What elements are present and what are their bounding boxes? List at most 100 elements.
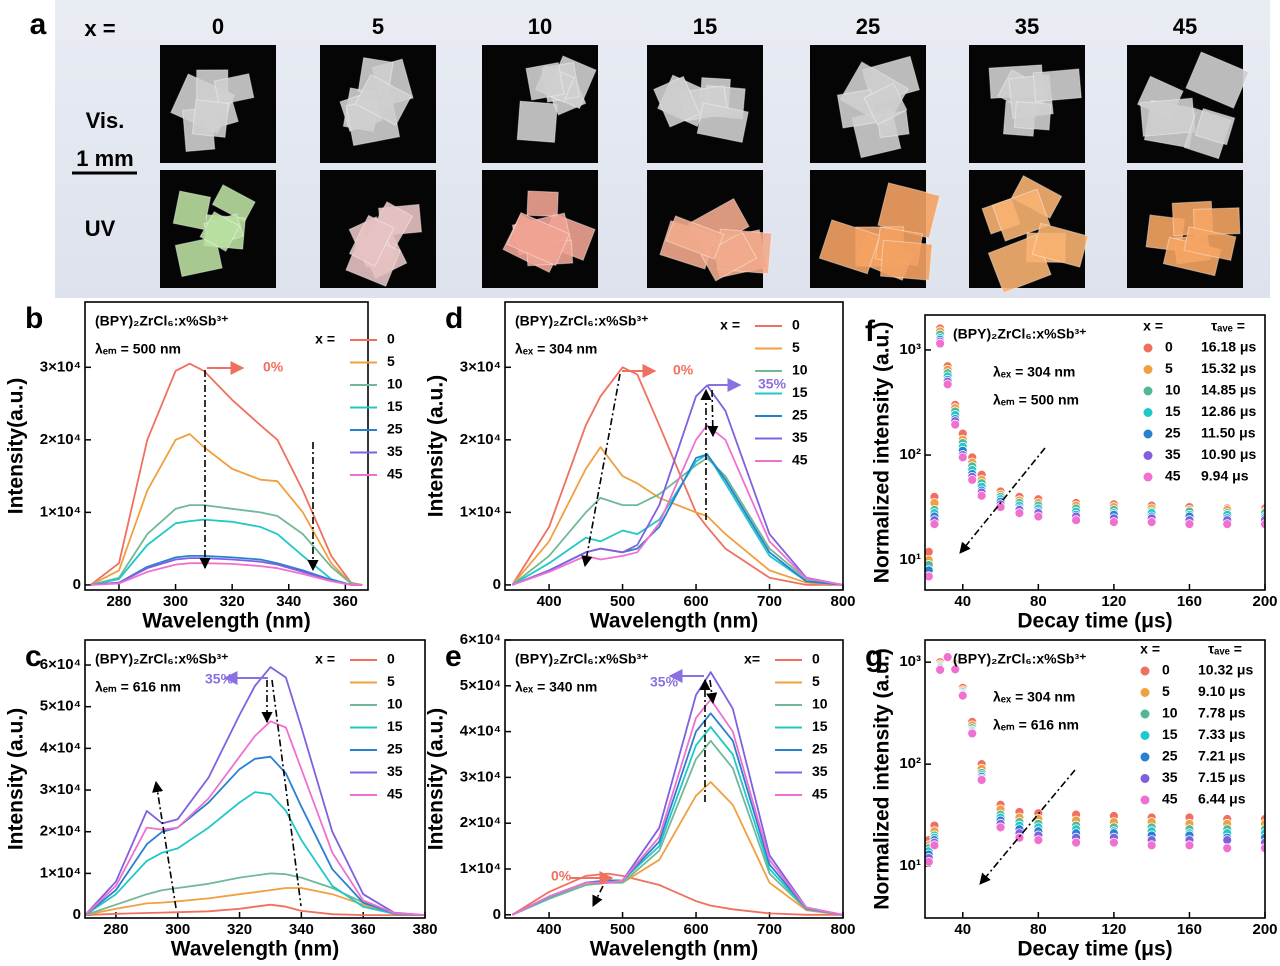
y-tick-label: 2×10⁴ xyxy=(460,814,501,831)
data-point xyxy=(957,690,968,701)
y-tick-label: 0 xyxy=(493,576,501,593)
photo-pair xyxy=(320,45,436,288)
crystal xyxy=(1185,51,1250,109)
legend-label: 0 xyxy=(387,651,395,667)
series-line xyxy=(511,446,843,586)
legend-label: 25 xyxy=(1162,748,1178,764)
crystal xyxy=(653,75,701,128)
x-tick-label: 120 xyxy=(1101,921,1126,938)
data-point xyxy=(1071,515,1082,526)
series-line xyxy=(511,384,843,586)
data-point xyxy=(1146,840,1157,851)
crystal xyxy=(506,212,571,267)
series-line xyxy=(85,666,425,916)
y-tick-label: 2×10⁴ xyxy=(40,823,81,840)
legend-marker xyxy=(1140,752,1150,762)
x-tick-label: 160 xyxy=(1177,593,1202,610)
y-tick-label: 10¹ xyxy=(899,551,921,568)
x-tick-label: 500 xyxy=(610,921,635,938)
y-tick-label: 0 xyxy=(73,906,81,923)
x-tick-label: 280 xyxy=(103,921,128,938)
condition: λₑₓ = 304 nm xyxy=(515,341,597,357)
legend-label: 15 xyxy=(812,718,828,734)
legend-title: x= xyxy=(744,651,760,667)
series-line xyxy=(85,755,425,916)
y-tick-label: 4×10⁴ xyxy=(460,723,501,740)
crystal xyxy=(665,215,725,260)
axes-frame xyxy=(924,314,1266,591)
legend-tau: 6.44 μs xyxy=(1198,791,1246,807)
panel-letter: e xyxy=(445,640,462,673)
data-point xyxy=(1260,843,1265,854)
photo-pair xyxy=(647,45,773,288)
y-tick-label: 6×10⁴ xyxy=(40,656,81,673)
y-tick-label: 2×10⁴ xyxy=(460,431,501,448)
x-axis-label: Wavelength (nm) xyxy=(590,610,758,633)
legend-label: 25 xyxy=(1165,425,1181,441)
x-tick-label: 340 xyxy=(276,593,301,610)
data-point xyxy=(1108,837,1119,848)
crystal xyxy=(199,211,241,252)
y-tick-label: 5×10⁴ xyxy=(40,698,81,715)
legend-label: 35 xyxy=(387,763,403,779)
legend-tau: 9.10 μs xyxy=(1198,683,1246,699)
legend-title: x = xyxy=(720,317,740,333)
y-tick-label: 1×10⁴ xyxy=(40,503,81,520)
y-tick-label: 6×10⁴ xyxy=(460,631,501,648)
data-point xyxy=(1184,519,1195,530)
y-tick-label: 1×10⁴ xyxy=(460,503,501,520)
legend-label: 10 xyxy=(387,376,403,392)
series-line xyxy=(90,504,363,586)
y-axis-label: Normalized intensity (a.u.) xyxy=(871,648,894,909)
vis-label: Vis. xyxy=(86,108,125,133)
data-point xyxy=(1033,511,1044,522)
crystal xyxy=(700,231,758,282)
x-tick-label: 380 xyxy=(412,921,437,938)
legend-marker xyxy=(1143,365,1153,374)
data-point xyxy=(976,775,987,785)
legend-label: 5 xyxy=(387,353,395,369)
doping-label: 45 xyxy=(1173,14,1197,39)
x-tick-label: 800 xyxy=(830,921,855,938)
y-tick-label: 0 xyxy=(73,576,81,593)
crystal xyxy=(1031,222,1089,268)
legend-title: x = xyxy=(1140,641,1160,657)
doping-label: 15 xyxy=(693,14,717,39)
doping-label: 0 xyxy=(212,14,224,39)
series-line xyxy=(90,433,363,586)
legend-marker xyxy=(1140,709,1150,719)
series-line xyxy=(511,457,843,586)
photo-pair xyxy=(160,45,276,288)
plot-data xyxy=(925,323,1265,582)
doping-label: 25 xyxy=(856,14,880,39)
x-tick-label: 360 xyxy=(351,921,376,938)
legend-marker xyxy=(1140,795,1150,805)
legend-label: 5 xyxy=(1162,683,1170,699)
crystal xyxy=(1013,101,1052,131)
x-tick-label: 340 xyxy=(289,921,314,938)
x-tick-label: 400 xyxy=(537,593,562,610)
data-point xyxy=(950,664,961,675)
data-point xyxy=(1108,517,1119,528)
legend-marker xyxy=(1143,343,1153,353)
x-tick-label: 400 xyxy=(537,921,562,938)
panel-letter: d xyxy=(445,302,463,335)
crystal xyxy=(1032,68,1082,103)
legend-label: 0 xyxy=(812,651,820,667)
series-line xyxy=(85,872,425,916)
legend-label: 0 xyxy=(1165,339,1173,355)
legend-label: 15 xyxy=(1162,726,1178,742)
y-axis-label: Intensity(a.u.) xyxy=(5,378,28,515)
crystal xyxy=(1139,97,1196,137)
legend-marker xyxy=(1140,731,1150,740)
plot-data xyxy=(90,362,363,586)
scale-label: 1 mm xyxy=(76,146,133,171)
axes-frame xyxy=(924,639,1266,919)
legend-marker xyxy=(1140,666,1150,676)
data-point xyxy=(929,840,940,851)
y-tick-label: 3×10⁴ xyxy=(460,768,501,785)
data-point xyxy=(1260,519,1265,530)
doping-label: 35 xyxy=(1015,14,1039,39)
crystal xyxy=(172,190,212,231)
